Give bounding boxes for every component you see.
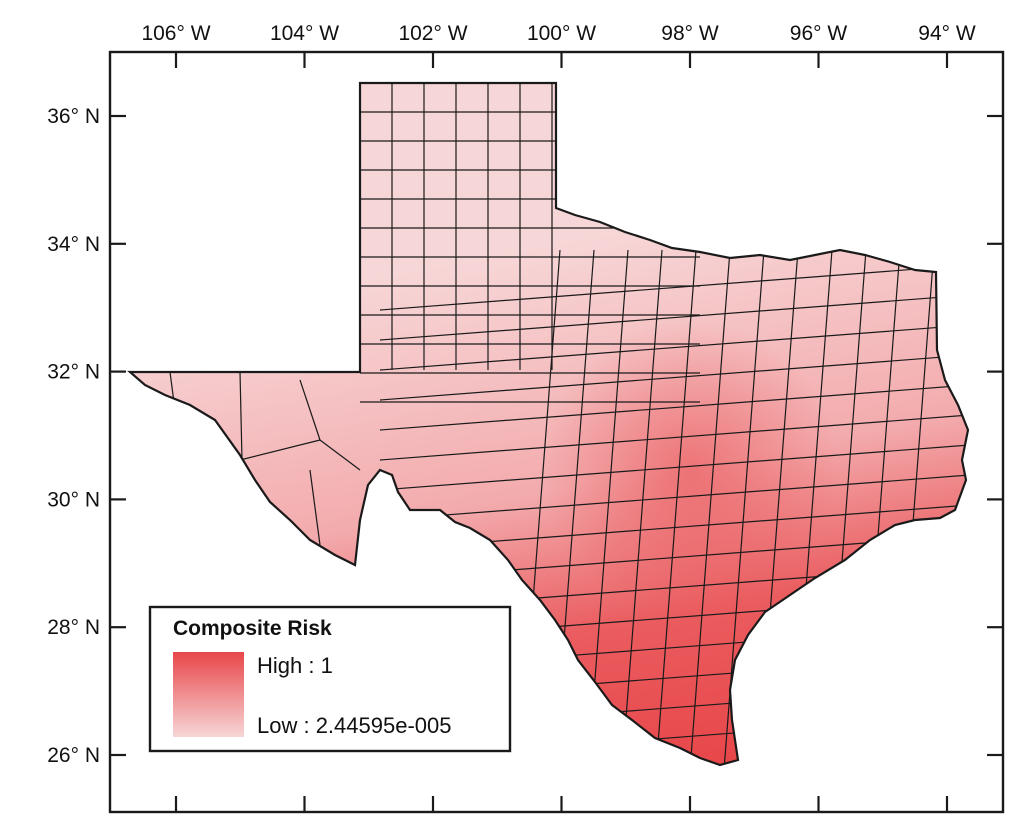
county-line xyxy=(239,439,321,461)
county-line xyxy=(379,294,968,341)
legend-high-label: High : 1 xyxy=(257,653,333,678)
latitude-label: 34° N xyxy=(47,233,100,256)
county-line xyxy=(299,379,321,441)
county-line xyxy=(655,249,697,765)
county-line xyxy=(379,384,968,431)
legend: Composite Risk High : 1 Low : 2.44595e-0… xyxy=(148,605,512,753)
longitude-label: 98° W xyxy=(661,22,719,45)
longitude-label: 104° W xyxy=(270,22,339,45)
legend-title: Composite Risk xyxy=(173,617,332,640)
longitude-axis: 106° W 104° W 102° W 100° W 98° W 96° W 94° W xyxy=(141,22,976,812)
latitude-label: 30° N xyxy=(47,488,100,511)
county-line xyxy=(379,474,968,521)
longitude-label: 96° W xyxy=(790,22,848,45)
latitude-label: 32° N xyxy=(47,361,100,384)
longitude-label: 100° W xyxy=(527,22,596,45)
county-line xyxy=(379,264,968,311)
county-line xyxy=(379,444,968,491)
longitude-label: 94° W xyxy=(918,22,976,45)
county-line xyxy=(621,249,663,765)
legend-color-ramp xyxy=(173,652,244,737)
latitude-label: 26° N xyxy=(47,744,100,767)
latitude-label: 36° N xyxy=(47,105,100,128)
legend-low-label: Low : 2.44595e-005 xyxy=(257,713,452,738)
longitude-label: 102° W xyxy=(398,22,467,45)
county-line xyxy=(319,439,361,471)
county-line xyxy=(239,371,243,461)
latitude-axis: 36° N 34° N 32° N 30° N 28° N 26° N xyxy=(47,105,1003,767)
longitude-label: 106° W xyxy=(141,22,210,45)
county-line xyxy=(379,324,968,371)
county-line xyxy=(379,414,968,461)
latitude-label: 28° N xyxy=(47,616,100,639)
map-frame-border xyxy=(108,50,1005,814)
county-line xyxy=(309,469,321,546)
county-line xyxy=(379,354,968,401)
county-line xyxy=(689,249,731,765)
